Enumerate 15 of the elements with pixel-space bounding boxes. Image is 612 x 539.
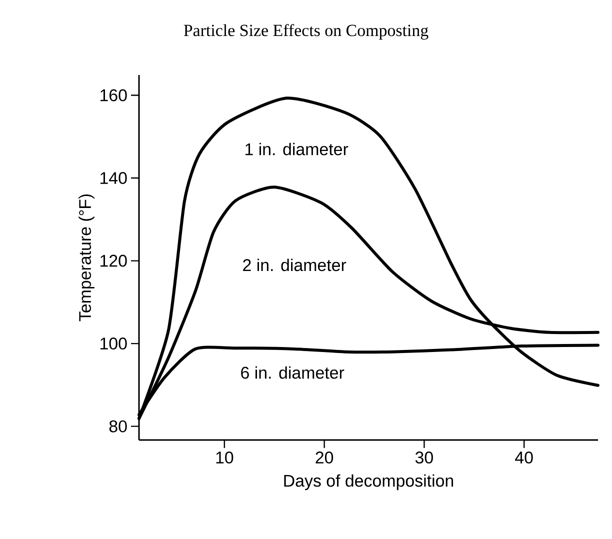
y-tick-label: 140 [100,172,127,184]
x-tick-label: 40 [515,452,533,464]
y-axis-title: Temperature (°F) [78,194,94,322]
chart-title: Particle Size Effects on Composting [184,24,428,40]
x-tick-label: 10 [216,452,234,464]
series-label: 1 in. diameter [246,142,348,156]
x-tick-label: 30 [415,452,433,464]
y-tick-label: 80 [109,420,127,432]
y-tick-label: 120 [100,254,127,267]
series-label: 6 in. diameter [241,366,344,379]
x-axis-title: Days of decomposition [284,474,454,490]
series-label: 2 in. diameter [243,258,346,272]
y-tick-label: 160 [100,89,127,102]
x-tick-label: 20 [316,452,334,464]
y-tick-label: 100 [100,338,127,350]
